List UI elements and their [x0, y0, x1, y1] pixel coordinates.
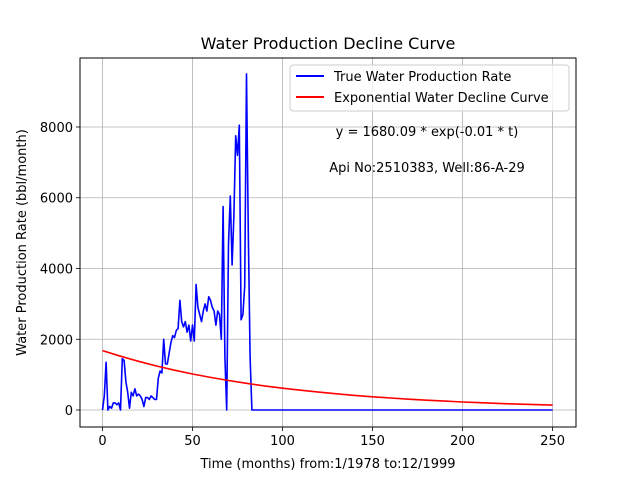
- equation-annotation: y = 1680.09 * exp(-0.01 * t): [336, 125, 519, 140]
- grid: [80, 58, 576, 427]
- y-axis-label: Water Production Rate (bbl/month): [15, 129, 30, 356]
- true-water-production-rate-line: [101, 73, 553, 411]
- y-tick-label: 6000: [40, 192, 73, 207]
- plot-area-frame: [79, 57, 577, 428]
- y-tick-label: 4000: [40, 263, 73, 278]
- exponential-decline-curve-line: [102, 349, 553, 406]
- x-tick-label: 250: [540, 434, 565, 449]
- y-tick-label: 2000: [40, 333, 73, 348]
- x-tick-label: 0: [98, 434, 106, 449]
- y-tick-label: 8000: [40, 121, 73, 136]
- y-tick-label: 0: [65, 404, 73, 419]
- x-tick-label: 200: [450, 434, 475, 449]
- x-tick-label: 150: [360, 434, 385, 449]
- series-layer: [101, 73, 553, 411]
- legend: True Water Production Rate Exponential W…: [289, 64, 570, 112]
- legend-label-true-rate: True Water Production Rate: [333, 70, 511, 85]
- legend-label-exponential: Exponential Water Decline Curve: [334, 91, 549, 106]
- x-tick-label: 100: [270, 434, 295, 449]
- well-info-annotation: Api No:2510383, Well:86-A-29: [329, 161, 525, 176]
- x-axis-label: Time (months) from:1/1978 to:12/1999: [199, 457, 455, 472]
- chart-title: Water Production Decline Curve: [201, 34, 456, 53]
- x-tick-label: 50: [184, 434, 201, 449]
- legend-box: [289, 64, 570, 112]
- axis-ticks: 0 50 100 150 200 250 0 2000 4000 6000 8000: [40, 121, 565, 449]
